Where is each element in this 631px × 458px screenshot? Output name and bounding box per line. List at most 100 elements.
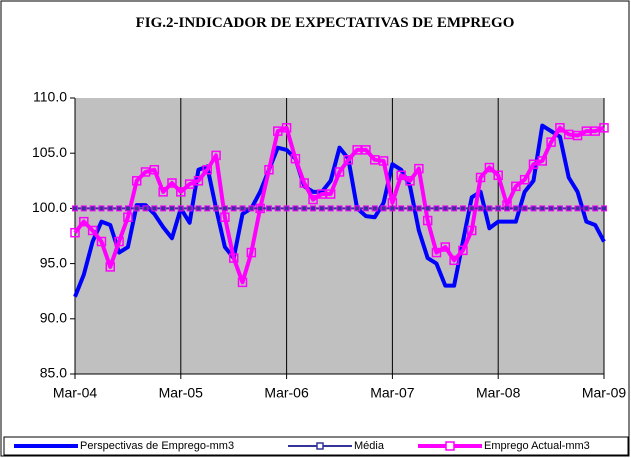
series-marker: [89, 205, 96, 212]
series-marker: [123, 212, 133, 222]
series-marker: [345, 205, 352, 212]
series-marker: [248, 205, 255, 212]
series-marker: [495, 205, 502, 212]
series-marker: [308, 194, 318, 205]
series-marker: [475, 172, 486, 183]
legend-label: Perspectivas de Emprego-mm3: [80, 440, 234, 452]
x-tick-label: Mar-05: [159, 385, 204, 401]
series-marker: [415, 205, 422, 212]
series-marker: [327, 205, 334, 212]
series-marker: [318, 205, 325, 212]
series-line: [73, 125, 605, 285]
series-marker: [105, 262, 116, 272]
series-marker: [556, 205, 563, 212]
series-marker: [273, 126, 283, 136]
series-marker: [96, 236, 107, 247]
series-marker: [80, 205, 87, 212]
series-line: [73, 123, 606, 298]
series-marker: [151, 205, 158, 212]
series-marker: [467, 225, 477, 236]
series-marker: [264, 165, 274, 175]
series-marker: [204, 205, 211, 212]
x-tick-label: Mar-04: [53, 385, 98, 401]
series-marker: [590, 126, 600, 136]
series-marker: [239, 205, 246, 212]
series-marker: [343, 155, 354, 165]
series-marker: [555, 123, 565, 133]
series-marker: [424, 205, 431, 212]
series-marker: [574, 205, 581, 212]
series-marker: [160, 205, 167, 212]
series-marker: [98, 205, 105, 212]
x-tick-label: Mar-08: [476, 385, 521, 401]
series-marker: [370, 155, 380, 165]
series-marker: [283, 205, 290, 212]
series-marker: [583, 205, 590, 212]
series-marker: [70, 227, 80, 238]
series-marker: [563, 129, 574, 140]
series-marker: [317, 189, 327, 199]
series-marker: [221, 205, 228, 212]
series-marker: [362, 205, 369, 212]
y-tick-label: 85.0: [40, 365, 67, 381]
series-marker: [167, 178, 177, 188]
series-marker: [334, 167, 345, 177]
series-marker: [72, 205, 78, 212]
series-marker: [140, 167, 151, 177]
series-marker: [158, 187, 168, 197]
y-tick-label: 105.0: [32, 144, 67, 160]
series-marker: [405, 176, 415, 186]
series-marker: [228, 253, 239, 263]
series-marker: [133, 205, 140, 212]
series-marker: [601, 205, 607, 212]
series-marker: [442, 205, 449, 212]
series-marker: [511, 181, 521, 192]
series-marker: [378, 156, 389, 166]
series-marker: [521, 205, 528, 212]
legend-label: Média: [354, 440, 385, 452]
series-marker: [431, 247, 442, 258]
series-marker: [477, 205, 484, 212]
series-marker: [451, 205, 458, 212]
series-marker: [124, 205, 131, 212]
series-marker: [142, 205, 149, 212]
series-marker: [184, 179, 195, 189]
series-marker: [107, 205, 114, 212]
series-marker: [274, 205, 281, 212]
series-marker: [528, 159, 539, 169]
series-marker: [336, 205, 343, 212]
series-marker: [168, 205, 175, 212]
series-marker: [230, 205, 237, 212]
series-marker: [539, 205, 546, 212]
series-marker: [599, 123, 609, 133]
series-marker: [246, 247, 257, 258]
series-marker: [440, 242, 451, 252]
series-marker: [131, 176, 142, 186]
series-marker: [265, 205, 272, 212]
series-marker: [325, 189, 336, 199]
y-tick-label: 95.0: [40, 254, 67, 270]
series-marker: [290, 153, 301, 164]
series-marker: [116, 205, 123, 212]
y-tick-label: 100.0: [32, 199, 67, 215]
series-marker: [592, 205, 599, 212]
series-marker: [354, 205, 361, 212]
x-tick-label: Mar-07: [370, 385, 415, 401]
series-marker: [193, 176, 204, 186]
series-marker: [299, 178, 309, 188]
legend-marker: [445, 441, 455, 451]
series-marker: [301, 205, 308, 212]
series-marker: [537, 156, 548, 166]
series-marker: [257, 205, 264, 212]
chart-title: FIG.2-INDICADOR DE EXPECTATIVAS DE EMPRE…: [135, 15, 515, 31]
series-marker: [114, 236, 124, 247]
series-marker: [484, 162, 495, 173]
series-marker: [512, 205, 519, 212]
series-marker: [548, 205, 555, 212]
series-marker: [87, 225, 98, 236]
series-marker: [310, 205, 317, 212]
legend-label: Emprego Actual-mm3: [484, 440, 590, 452]
series-marker: [237, 277, 248, 288]
series-marker: [572, 130, 583, 141]
